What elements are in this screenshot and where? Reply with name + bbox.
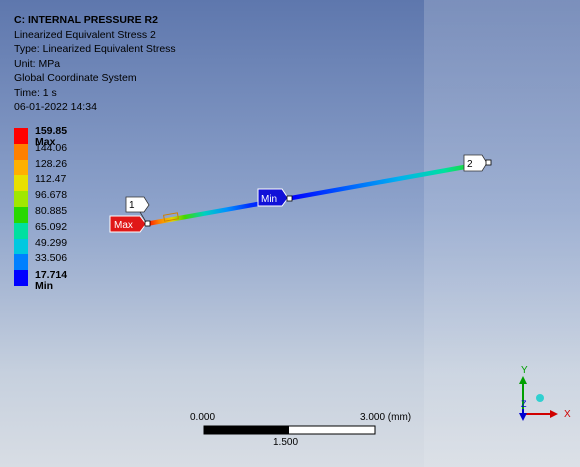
legend-label: 49.299 <box>35 236 68 249</box>
result-name: Linearized Equivalent Stress 2 <box>14 28 156 41</box>
legend-swatch <box>14 270 28 286</box>
min-probe[interactable]: Min <box>257 188 293 207</box>
analysis-title: C: INTERNAL PRESSURE R2 <box>14 14 158 26</box>
scale-right-label: 3.000 (mm) <box>360 412 412 423</box>
legend-swatch <box>14 128 28 144</box>
viewport-right-panel <box>424 0 580 467</box>
scale-left-label: 0.000 <box>190 412 216 423</box>
result-unit: Unit: MPa <box>14 57 61 70</box>
legend-label: 159.85 Max <box>35 125 68 148</box>
axis-triad[interactable]: Y X Z <box>519 365 571 421</box>
coordinate-system: Global Coordinate System <box>14 72 137 84</box>
iso-view-ball-icon[interactable] <box>536 394 544 402</box>
legend-swatch <box>14 254 28 271</box>
legend-label: 112.47 <box>35 173 67 186</box>
x-axis-label: X <box>564 409 571 420</box>
max-probe[interactable]: Max <box>109 215 151 233</box>
legend-label: 33.506 <box>35 252 68 265</box>
z-axis-label: Z <box>521 399 527 409</box>
path-marker <box>163 212 179 222</box>
result-type: Type: Linearized Equivalent Stress <box>14 43 176 55</box>
legend-label: 144.06 <box>35 141 68 154</box>
point-2-marker[interactable]: 2 <box>463 154 492 172</box>
legend-label: 80.885 <box>35 204 68 217</box>
result-header: C: INTERNAL PRESSURE R2 Linearized Equiv… <box>14 13 176 115</box>
result-time: Time: 1 s <box>14 86 57 99</box>
max-probe-label: Max <box>114 220 133 231</box>
y-axis-label: Y <box>521 365 528 376</box>
legend-label: 65.092 <box>35 220 68 233</box>
legend-label: 17.714 Min <box>35 269 68 293</box>
legend-swatch <box>14 143 28 160</box>
scale-mid-label: 1.500 <box>273 437 299 448</box>
legend-swatch <box>14 238 28 255</box>
result-timestamp: 06-01-2022 14:34 <box>14 101 97 113</box>
legend-label: 96.678 <box>35 189 68 202</box>
point-1-label: 1 <box>129 200 135 211</box>
min-probe-label: Min <box>261 194 277 205</box>
scale-bar <box>203 425 376 435</box>
legend-swatch <box>14 191 28 207</box>
point-1-marker[interactable]: 1 <box>125 196 150 223</box>
legend-swatch <box>14 159 28 176</box>
point-2-label: 2 <box>467 159 473 170</box>
legend-swatch <box>14 206 28 223</box>
linearization-path[interactable] <box>145 163 471 227</box>
legend-swatch <box>14 175 28 192</box>
legend-label: 128.26 <box>35 157 68 170</box>
legend-swatch <box>14 222 28 239</box>
